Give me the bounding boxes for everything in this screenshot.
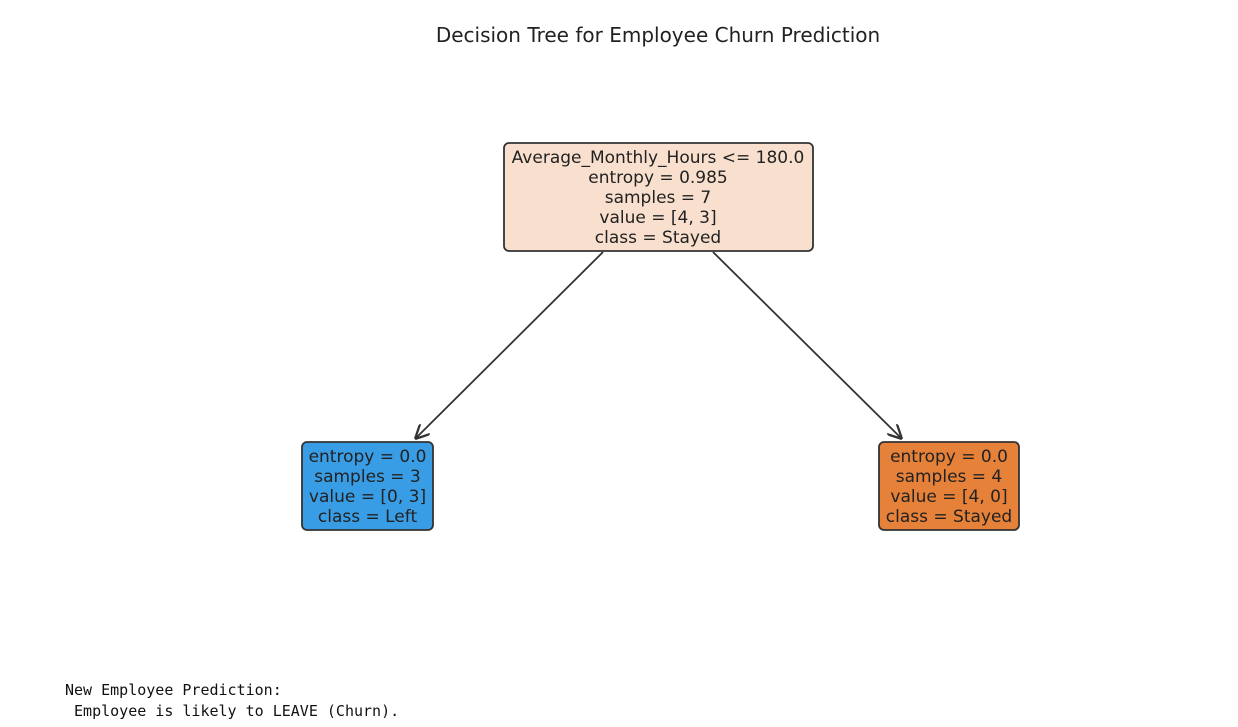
node-line: samples = 7	[605, 188, 712, 208]
tree-node-root: Average_Monthly_Hours <= 180.0 entropy =…	[503, 142, 814, 252]
output-heading: New Employee Prediction:	[65, 681, 282, 699]
node-line: value = [4, 3]	[599, 208, 716, 228]
output-result: Employee is likely to LEAVE (Churn).	[65, 702, 400, 720]
node-box-right	[878, 441, 1020, 531]
node-line: samples = 3	[314, 467, 421, 487]
tree-edges	[416, 251, 901, 438]
node-line: Average_Monthly_Hours <= 180.0	[512, 148, 805, 168]
tree-node-left: entropy = 0.0 samples = 3 value = [0, 3]…	[301, 441, 434, 531]
figure-title: Decision Tree for Employee Churn Predict…	[436, 23, 880, 47]
prediction-output: New Employee Prediction: Employee is lik…	[65, 680, 399, 722]
node-line: entropy = 0.0	[309, 447, 427, 467]
node-line: value = [0, 3]	[309, 487, 426, 507]
node-line: class = Left	[318, 507, 418, 527]
node-line: entropy = 0.985	[588, 168, 728, 188]
node-line: value = [4, 0]	[890, 487, 1007, 507]
node-line: class = Stayed	[595, 228, 721, 248]
node-box-left	[301, 441, 434, 531]
edge-root-to-left	[416, 251, 604, 438]
node-line: class = Stayed	[886, 507, 1012, 527]
node-box-root	[503, 142, 814, 252]
node-line: samples = 4	[896, 467, 1003, 487]
node-line: entropy = 0.0	[890, 447, 1008, 467]
decision-tree-figure: Decision Tree for Employee Churn Predict…	[301, 23, 1020, 531]
edge-root-to-right	[712, 251, 901, 438]
tree-node-right: entropy = 0.0 samples = 4 value = [4, 0]…	[878, 441, 1020, 531]
